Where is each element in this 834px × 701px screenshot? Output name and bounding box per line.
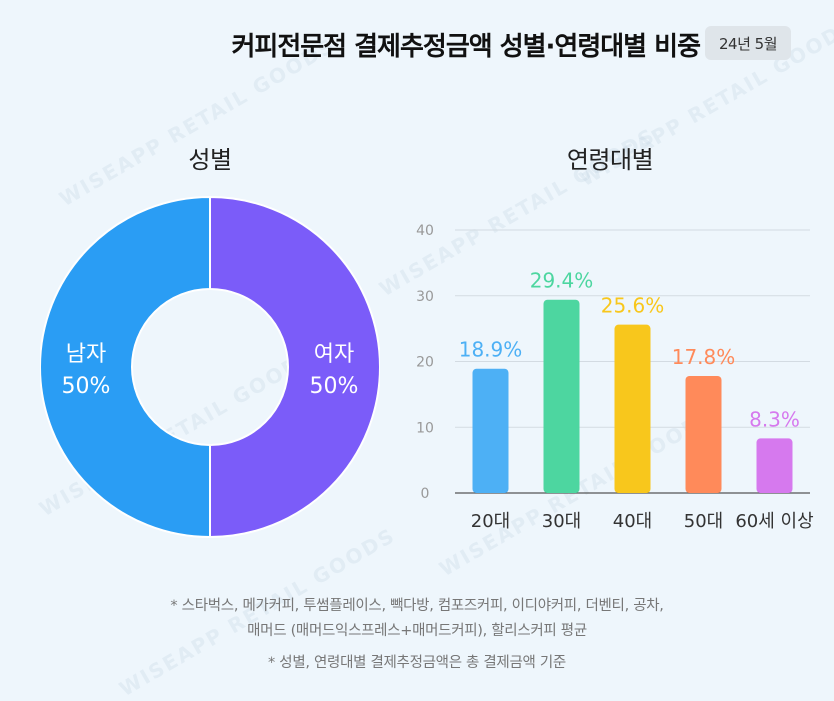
bar-value-label: 29.4% (530, 269, 594, 293)
bar-value-label: 17.8% (672, 345, 736, 369)
y-tick-label: 0 (421, 486, 430, 502)
bar-value-label: 18.9% (459, 338, 523, 362)
donut-slice-1 (209, 195, 380, 539)
x-category-label: 50대 (684, 511, 723, 532)
footnote-brands: * 스타벅스, 메가커피, 투썸플레이스, 빽다방, 컴포즈커피, 이디야커피,… (170, 598, 664, 614)
x-category-label: 40대 (613, 511, 652, 532)
gender-donut-chart: 남자 50% 여자 50% (40, 195, 380, 539)
donut-slice-0 (40, 195, 211, 539)
footnote-basis: * 성별, 연령대별 결제추정금액은 총 결제금액 기준 (268, 655, 566, 671)
x-category-label: 30대 (542, 511, 581, 532)
y-tick-label: 40 (416, 223, 434, 239)
y-tick-label: 30 (416, 289, 434, 305)
bar-4 (756, 438, 793, 493)
x-category-label: 60세 이상 (735, 511, 813, 532)
bar-value-label: 8.3% (749, 407, 800, 431)
age-bar-chart: 0 10 20 30 40 18.9% 20대 29.4% 30대 25.6% 40대 17.8% 50… (416, 223, 814, 532)
bar-0 (472, 368, 509, 493)
x-category-label: 20대 (471, 511, 510, 532)
donut-category-label: 남자 (66, 342, 106, 367)
donut-value-label: 50% (310, 374, 359, 399)
age-chart-title: 연령대별 (566, 146, 654, 174)
donut-category-label: 여자 (314, 342, 354, 367)
bar-2 (614, 324, 651, 493)
bar-value-label: 25.6% (601, 294, 665, 318)
bar-3 (685, 375, 722, 493)
date-badge: 24년 5월 (705, 26, 791, 60)
gender-chart-title: 성별 (188, 146, 232, 174)
chart-title: 커피전문점 결제추정금액 성별·연령대별 비중 (231, 32, 701, 62)
donut-value-label: 50% (62, 374, 111, 399)
footnote-brands-cont: 매머드 (매머드익스프레스+매머드커피), 할리스커피 평균 (247, 623, 587, 639)
bar-1 (543, 299, 580, 493)
y-tick-label: 20 (416, 355, 434, 371)
y-tick-label: 10 (416, 420, 434, 436)
